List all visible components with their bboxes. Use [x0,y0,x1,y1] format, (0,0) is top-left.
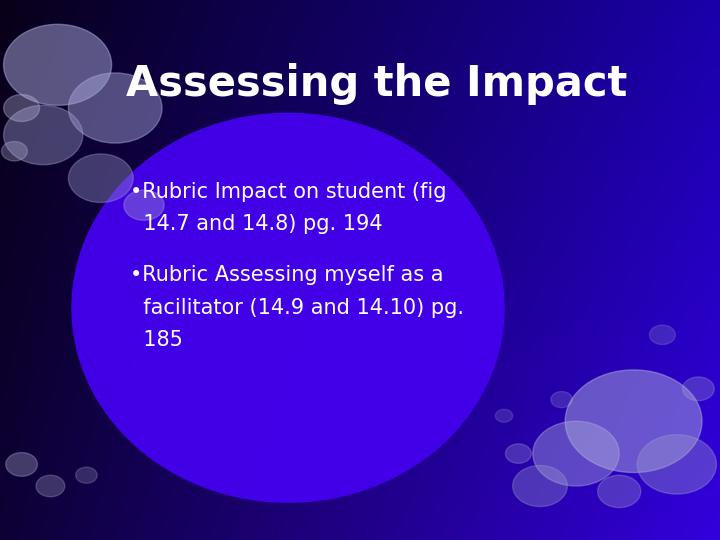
Text: •Rubric Impact on student (fig: •Rubric Impact on student (fig [130,181,446,202]
Circle shape [513,465,567,507]
Text: •Rubric Assessing myself as a: •Rubric Assessing myself as a [130,265,443,286]
Circle shape [565,370,702,472]
Circle shape [1,141,27,161]
Circle shape [598,475,641,508]
Circle shape [533,421,619,486]
Circle shape [505,444,531,463]
Circle shape [683,377,714,401]
Circle shape [68,73,162,143]
Circle shape [6,453,37,476]
Circle shape [4,105,83,165]
Text: 185: 185 [130,330,182,350]
Text: 14.7 and 14.8) pg. 194: 14.7 and 14.8) pg. 194 [130,214,382,234]
Circle shape [637,435,716,494]
Circle shape [649,325,675,345]
Circle shape [36,475,65,497]
Circle shape [551,392,572,408]
Circle shape [68,154,133,202]
Circle shape [4,94,40,122]
Circle shape [4,24,112,105]
Circle shape [76,467,97,483]
Circle shape [495,409,513,422]
Text: Assessing the Impact: Assessing the Impact [126,63,627,105]
Text: facilitator (14.9 and 14.10) pg.: facilitator (14.9 and 14.10) pg. [130,298,464,318]
Circle shape [124,190,164,220]
Ellipse shape [72,113,504,502]
